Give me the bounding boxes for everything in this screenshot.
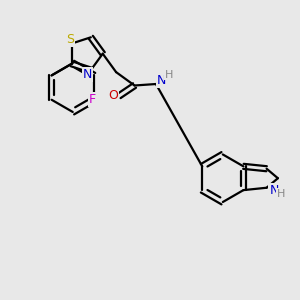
Text: N: N [269,184,279,196]
Text: O: O [108,89,118,102]
Text: S: S [66,33,74,46]
Text: H: H [277,189,286,199]
Text: F: F [89,93,96,106]
Text: N: N [82,68,92,81]
Text: N: N [157,74,166,87]
Text: H: H [165,70,173,80]
